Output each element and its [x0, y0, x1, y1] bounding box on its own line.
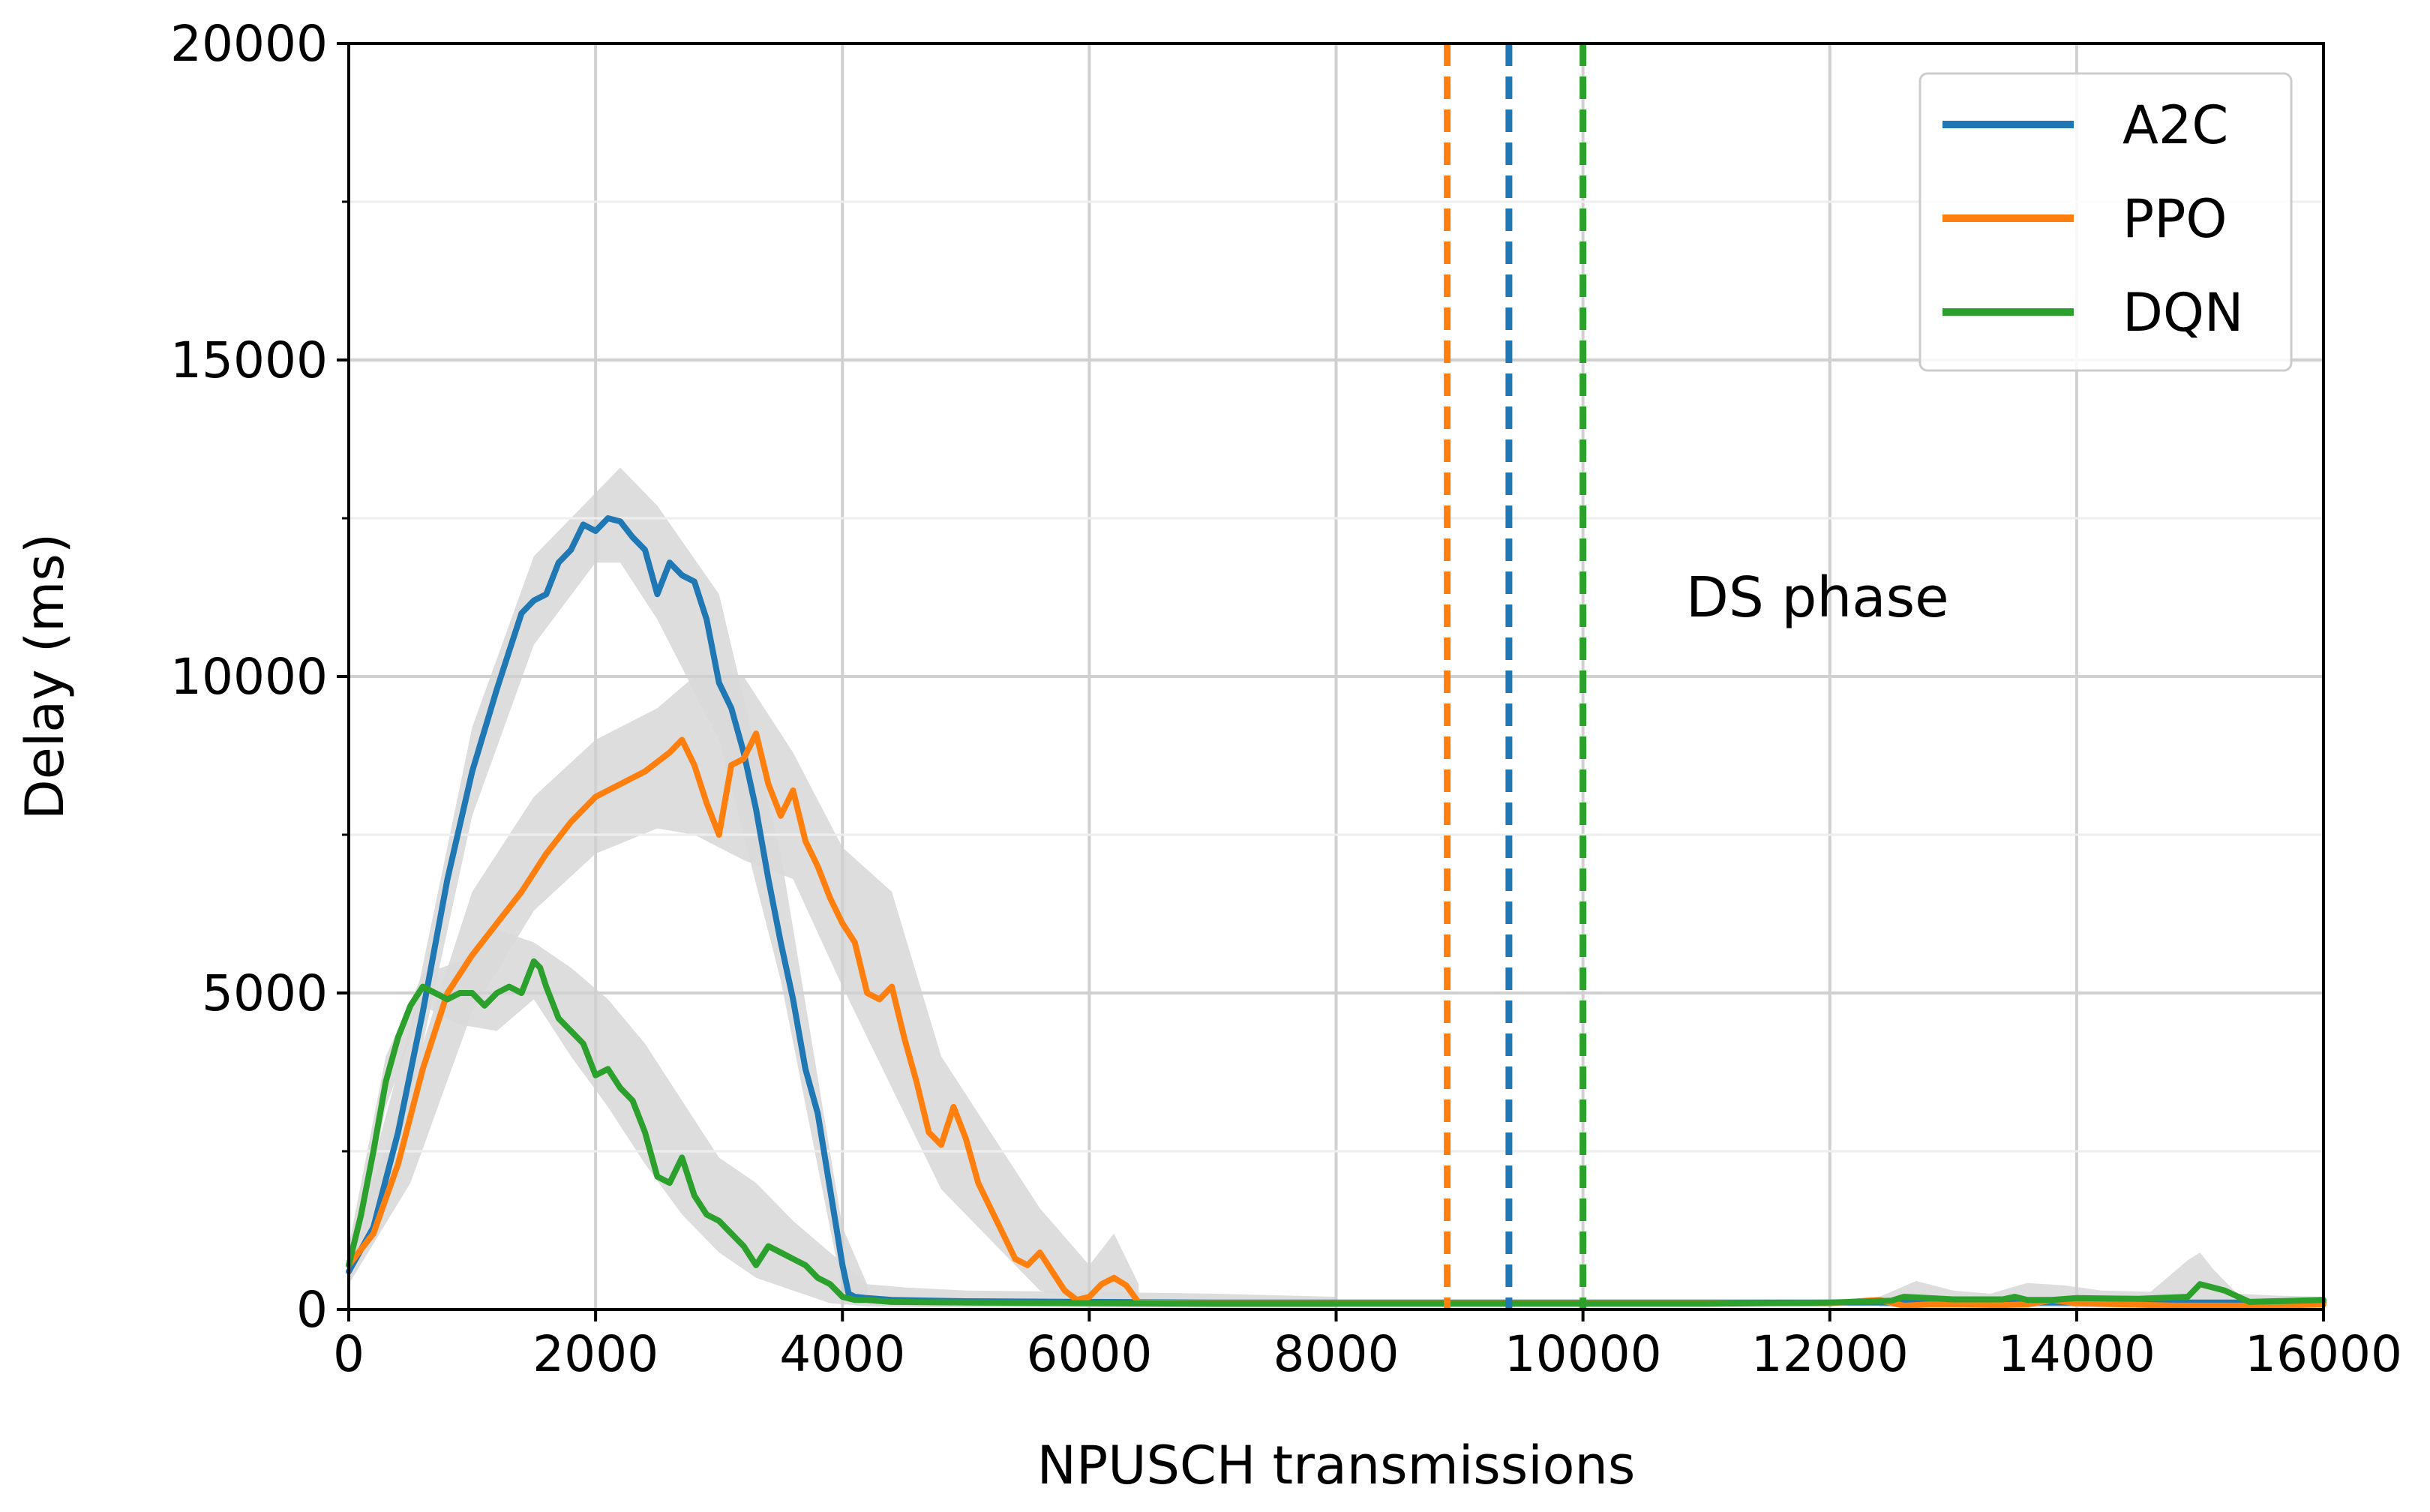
x-axis-title: NPUSCH transmissions: [1037, 1435, 1636, 1496]
x-tick-label: 14000: [1998, 1325, 2156, 1383]
x-tick-label: 16000: [2245, 1325, 2402, 1383]
legend: A2C PPO DQN: [1918, 72, 2293, 372]
y-tick-label: 10000: [170, 648, 328, 706]
x-tick-label: 2000: [532, 1325, 658, 1383]
x-tick-label: 12000: [1751, 1325, 1909, 1383]
series-lines: [346, 515, 2326, 1309]
legend-label-dqn: DQN: [2122, 282, 2243, 344]
legend-label-ppo: PPO: [2122, 188, 2228, 250]
y-axis-title: Delay (ms): [14, 533, 76, 820]
x-tick-label: 6000: [1026, 1325, 1152, 1383]
x-tick-label: 0: [333, 1325, 364, 1383]
band-dqn-late: [1879, 1252, 2324, 1308]
ds-phase-annotation: DS phase: [1686, 566, 1949, 630]
y-tick-label: 0: [296, 1281, 328, 1339]
y-tick-label: 15000: [170, 332, 328, 389]
x-tick-label: 4000: [779, 1325, 905, 1383]
phase-markers: [1444, 44, 1587, 1310]
x-tick-label: 8000: [1274, 1325, 1400, 1383]
x-tick-label: 10000: [1504, 1325, 1662, 1383]
legend-items: A2C PPO DQN: [1942, 94, 2243, 344]
legend-label-a2c: A2C: [2122, 94, 2228, 156]
band-a2c: [349, 467, 868, 1304]
series-line-dqn: [346, 958, 2326, 1307]
legend-box: [1918, 72, 2293, 372]
y-tick-label: 20000: [170, 15, 328, 73]
y-tick-label: 5000: [202, 964, 328, 1022]
axis-ticks: 0 2000 4000 6000 8000 10000 12000 14000 16000 0 50…: [170, 15, 2402, 1383]
